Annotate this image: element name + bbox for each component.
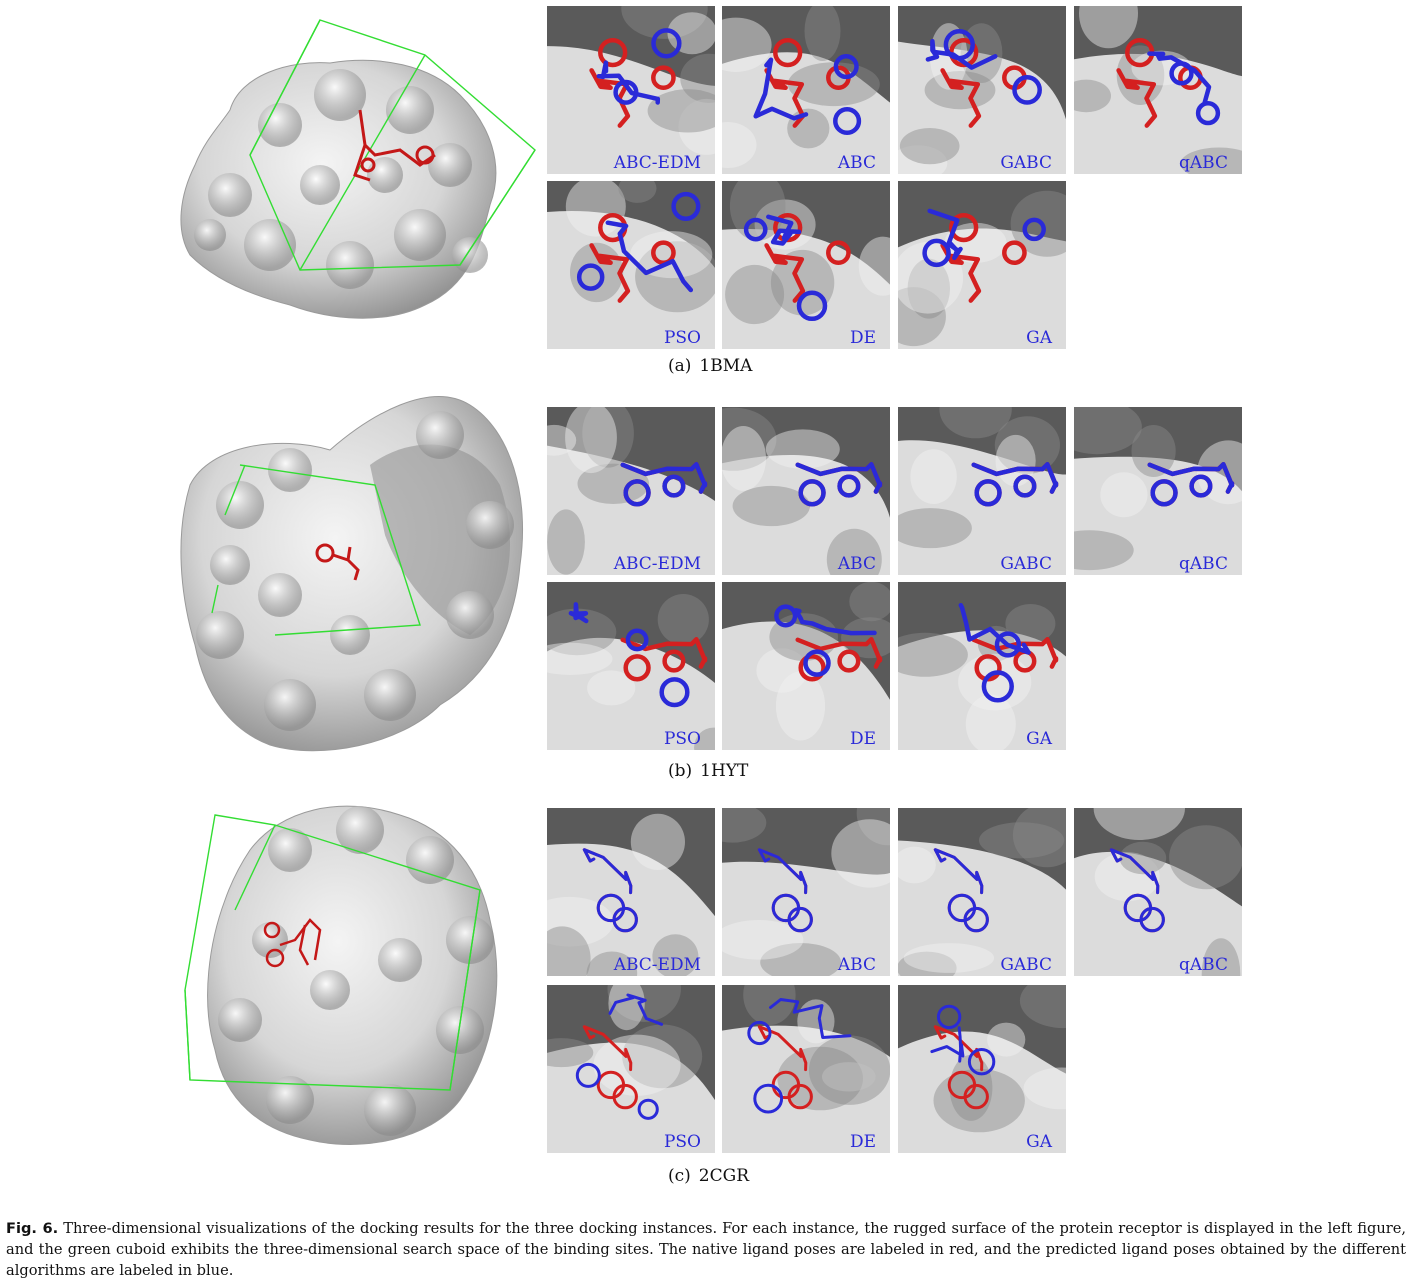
panel-label-c: (c) 2CGR [668,1166,757,1186]
pose-render [547,181,715,349]
algorithm-label: GABC [1000,554,1052,574]
pose-render [898,181,1066,349]
pose-render [898,6,1066,174]
algorithm-label: GA [1026,328,1052,348]
panel-pdb-id: 1HYT [700,761,749,781]
docking-thumbnail-1bma-de: DE [722,181,890,349]
pose-render [722,808,890,976]
panel-pdb-id: 2CGR [698,1166,749,1186]
pose-render [1074,808,1242,976]
docking-thumbnail-1bma-gabc: GABC [898,6,1066,174]
panel-label-a: (a) 1BMA [668,356,760,376]
pose-render [1074,407,1242,575]
docking-thumbnail-1bma-abc: ABC [722,6,890,174]
algorithm-label: DE [849,729,876,749]
pose-render [547,407,715,575]
algorithm-label: qABC [1179,153,1228,173]
docking-thumbnail-2cgr-abc: ABC [722,808,890,976]
docking-thumbnail-1hyt-qabc: qABC [1074,407,1242,575]
docking-thumbnail-1hyt-de: DE [722,582,890,750]
pose-render [547,808,715,976]
docking-thumbnail-1bma-abc-edm: ABC-EDM [547,6,715,174]
docking-thumbnail-1bma-pso: PSO [547,181,715,349]
pose-render [722,582,890,750]
protein-surface-1hyt [180,396,523,752]
algorithm-label: PSO [663,328,701,348]
pose-render [898,407,1066,575]
pose-render [547,985,715,1153]
docking-thumbnail-1hyt-ga: GA [898,582,1066,750]
docking-thumbnail-1hyt-abc: ABC [722,407,890,575]
algorithm-label: DE [849,328,876,348]
protein-surface-2cgr [184,805,498,1145]
algorithm-label: ABC [837,554,876,574]
docking-thumbnail-2cgr-ga: GA [898,985,1066,1153]
panel-letter: (a) [668,356,692,376]
pose-render [898,808,1066,976]
figure-number: Fig. 6. [6,1220,59,1237]
algorithm-label: PSO [663,1132,701,1152]
algorithm-label: qABC [1179,554,1228,574]
algorithm-label: GABC [1000,153,1052,173]
pose-render [1074,6,1242,174]
algorithm-label: GA [1026,1132,1052,1152]
pose-render [722,181,890,349]
docking-thumbnail-2cgr-pso: PSO [547,985,715,1153]
algorithm-label: ABC-EDM [613,955,701,975]
algorithm-label: ABC [837,955,876,975]
docking-thumbnail-1bma-qabc: qABC [1074,6,1242,174]
panel-pdb-id: 1BMA [699,356,753,376]
docking-thumbnail-2cgr-de: DE [722,985,890,1153]
algorithm-label: DE [849,1132,876,1152]
algorithm-label: GABC [1000,955,1052,975]
pose-render [898,985,1066,1153]
protein-surface-1bma [180,19,536,319]
pose-render [547,6,715,174]
docking-thumbnail-2cgr-qabc: qABC [1074,808,1242,976]
figure-caption: Fig. 6. Three-dimensional visualizations… [6,1218,1406,1281]
panel-letter: (b) [668,761,693,781]
docking-thumbnail-2cgr-gabc: GABC [898,808,1066,976]
algorithm-label: qABC [1179,955,1228,975]
pose-render [722,407,890,575]
algorithm-label: ABC-EDM [613,153,701,173]
pose-render [722,985,890,1153]
panel-letter: (c) [668,1166,691,1186]
docking-thumbnail-1hyt-pso: PSO [547,582,715,750]
pose-render [722,6,890,174]
caption-text: Three-dimensional visualizations of the … [6,1220,1406,1279]
docking-thumbnail-1bma-ga: GA [898,181,1066,349]
panel-label-b: (b) 1HYT [668,761,756,781]
docking-thumbnail-1hyt-gabc: GABC [898,407,1066,575]
algorithm-label: GA [1026,729,1052,749]
algorithm-label: ABC-EDM [613,554,701,574]
docking-thumbnail-2cgr-abc-edm: ABC-EDM [547,808,715,976]
algorithm-label: PSO [663,729,701,749]
pose-render [547,582,715,750]
pose-render [898,582,1066,750]
algorithm-label: ABC [837,153,876,173]
docking-thumbnail-1hyt-abc-edm: ABC-EDM [547,407,715,575]
